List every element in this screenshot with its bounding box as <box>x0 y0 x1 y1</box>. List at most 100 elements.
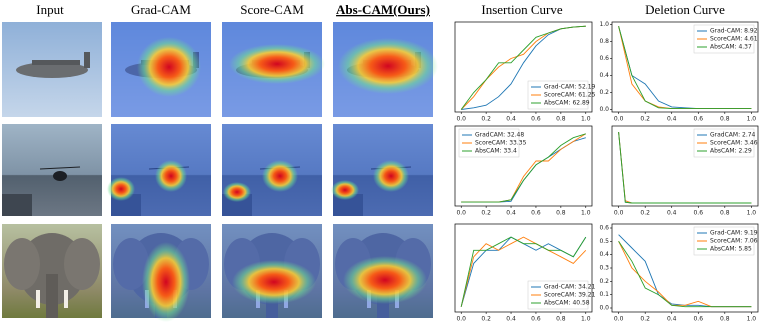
heatmap-blob <box>373 160 409 192</box>
legend-label: AbsCAM: 4.37 <box>710 44 752 51</box>
x-tick-label: 0.2 <box>640 116 650 123</box>
legend-label: ScoreCAM: 3.46 <box>710 140 758 147</box>
heatmap-blob <box>331 180 359 200</box>
column-header: Insertion Curve <box>481 2 562 17</box>
heatmap-blob <box>343 256 427 304</box>
y-tick-label: 0.2 <box>599 278 609 285</box>
x-tick-label: 0.2 <box>481 116 491 123</box>
series-line <box>461 133 586 203</box>
elephant-ear <box>64 238 100 290</box>
legend-label: AbsCAM: 5.85 <box>710 246 752 253</box>
column-header: Grad-CAM <box>131 2 191 17</box>
helicopter <box>53 171 67 181</box>
y-tick-label: 0.5 <box>599 238 609 245</box>
airplane-tail <box>84 52 90 68</box>
legend-label: GradCAM: 2.74 <box>710 132 756 139</box>
series-line <box>618 26 752 110</box>
series-line <box>460 236 587 307</box>
x-tick-label: 0.6 <box>693 316 703 323</box>
y-tick-label: 0.8 <box>599 38 609 45</box>
ship-deck <box>2 194 32 216</box>
airplane <box>16 62 88 78</box>
legend-label: Grad-CAM: 34.21 <box>544 284 596 291</box>
x-tick-label: 0.0 <box>614 210 624 217</box>
heatmap-blob <box>107 177 135 201</box>
x-tick-label: 0.8 <box>720 116 730 123</box>
series-line <box>460 236 587 307</box>
elephant-trunk <box>46 274 58 318</box>
tusk <box>36 290 40 308</box>
legend-label: ScoreCAM: 33.35 <box>475 140 527 147</box>
legend-label: Grad-CAM: 9.19 <box>710 230 758 237</box>
elephant-ear <box>4 238 40 290</box>
legend-label: ScoreCAM: 39.21 <box>544 292 596 299</box>
x-tick-label: 0.4 <box>667 210 677 217</box>
legend-box <box>527 280 589 310</box>
x-tick-label: 0.6 <box>531 116 541 123</box>
legend-label: ScoreCAM: 61.25 <box>544 92 596 99</box>
series-line <box>618 131 752 204</box>
y-tick-label: 0.4 <box>599 72 609 79</box>
legend-label: AbsCAM: 40.58 <box>544 300 590 307</box>
y-tick-label: 0.4 <box>599 251 609 258</box>
y-tick-label: 0.6 <box>599 225 609 232</box>
heatmap-blob <box>338 38 438 94</box>
x-tick-label: 0.4 <box>506 210 516 217</box>
x-tick-label: 0.4 <box>506 316 516 323</box>
heatmap-blob <box>232 260 316 304</box>
x-tick-label: 0.4 <box>667 116 677 123</box>
x-tick-label: 0.0 <box>456 316 466 323</box>
x-tick-label: 0.0 <box>614 116 624 123</box>
x-tick-label: 0.0 <box>456 210 466 217</box>
tusk <box>64 290 68 308</box>
y-tick-label: 0.2 <box>599 89 609 96</box>
series-line <box>618 241 752 308</box>
column-header: Score-CAM <box>240 2 304 17</box>
legend-label: Grad-CAM: 8.92 <box>710 28 758 35</box>
heatmap-blob <box>229 44 325 84</box>
y-tick-label: 0.6 <box>599 55 609 62</box>
x-tick-label: 0.0 <box>614 316 624 323</box>
heatmap-blob <box>155 160 187 192</box>
legend-label: GradCAM: 32.48 <box>475 132 524 139</box>
x-tick-label: 1.0 <box>747 210 757 217</box>
x-tick-label: 1.0 <box>581 316 591 323</box>
legend-label: ScoreCAM: 4.61 <box>710 36 758 43</box>
x-tick-label: 1.0 <box>747 316 757 323</box>
x-tick-label: 0.8 <box>556 116 566 123</box>
x-tick-label: 0.2 <box>481 210 491 217</box>
heatmap-blob <box>142 242 190 322</box>
x-tick-label: 0.2 <box>481 316 491 323</box>
x-tick-label: 0.8 <box>720 316 730 323</box>
y-tick-label: 0.1 <box>599 291 609 298</box>
x-tick-label: 1.0 <box>747 116 757 123</box>
x-tick-label: 0.8 <box>720 210 730 217</box>
x-tick-label: 0.6 <box>693 116 703 123</box>
column-header: Abs-CAM(Ours) <box>336 2 430 17</box>
column-header: Deletion Curve <box>645 2 725 17</box>
airplane-wing <box>32 60 80 65</box>
x-tick-label: 0.8 <box>556 210 566 217</box>
x-tick-label: 1.0 <box>581 210 591 217</box>
heatmap-blob <box>262 160 298 192</box>
x-tick-label: 0.6 <box>531 210 541 217</box>
y-tick-label: 0.0 <box>599 305 609 312</box>
y-tick-label: 0.3 <box>599 265 609 272</box>
legend-label: Grad-CAM: 52.19 <box>544 84 596 91</box>
legend-label: ScoreCAM: 7.06 <box>710 238 758 245</box>
y-tick-label: 1.0 <box>599 21 609 28</box>
x-tick-label: 0.2 <box>640 210 650 217</box>
column-header: Input <box>36 2 64 17</box>
series-line <box>460 25 586 110</box>
x-tick-label: 0.2 <box>640 316 650 323</box>
x-tick-label: 0.8 <box>556 316 566 323</box>
x-tick-label: 0.6 <box>531 316 541 323</box>
x-tick-label: 0.4 <box>506 116 516 123</box>
y-tick-label: 0.0 <box>599 106 609 113</box>
legend-label: AbsCAM: 33.4 <box>475 148 517 155</box>
x-tick-label: 0.0 <box>456 116 466 123</box>
legend-label: AbsCAM: 2.29 <box>710 148 752 155</box>
x-tick-label: 0.6 <box>693 210 703 217</box>
legend-label: AbsCAM: 62.89 <box>544 100 590 107</box>
